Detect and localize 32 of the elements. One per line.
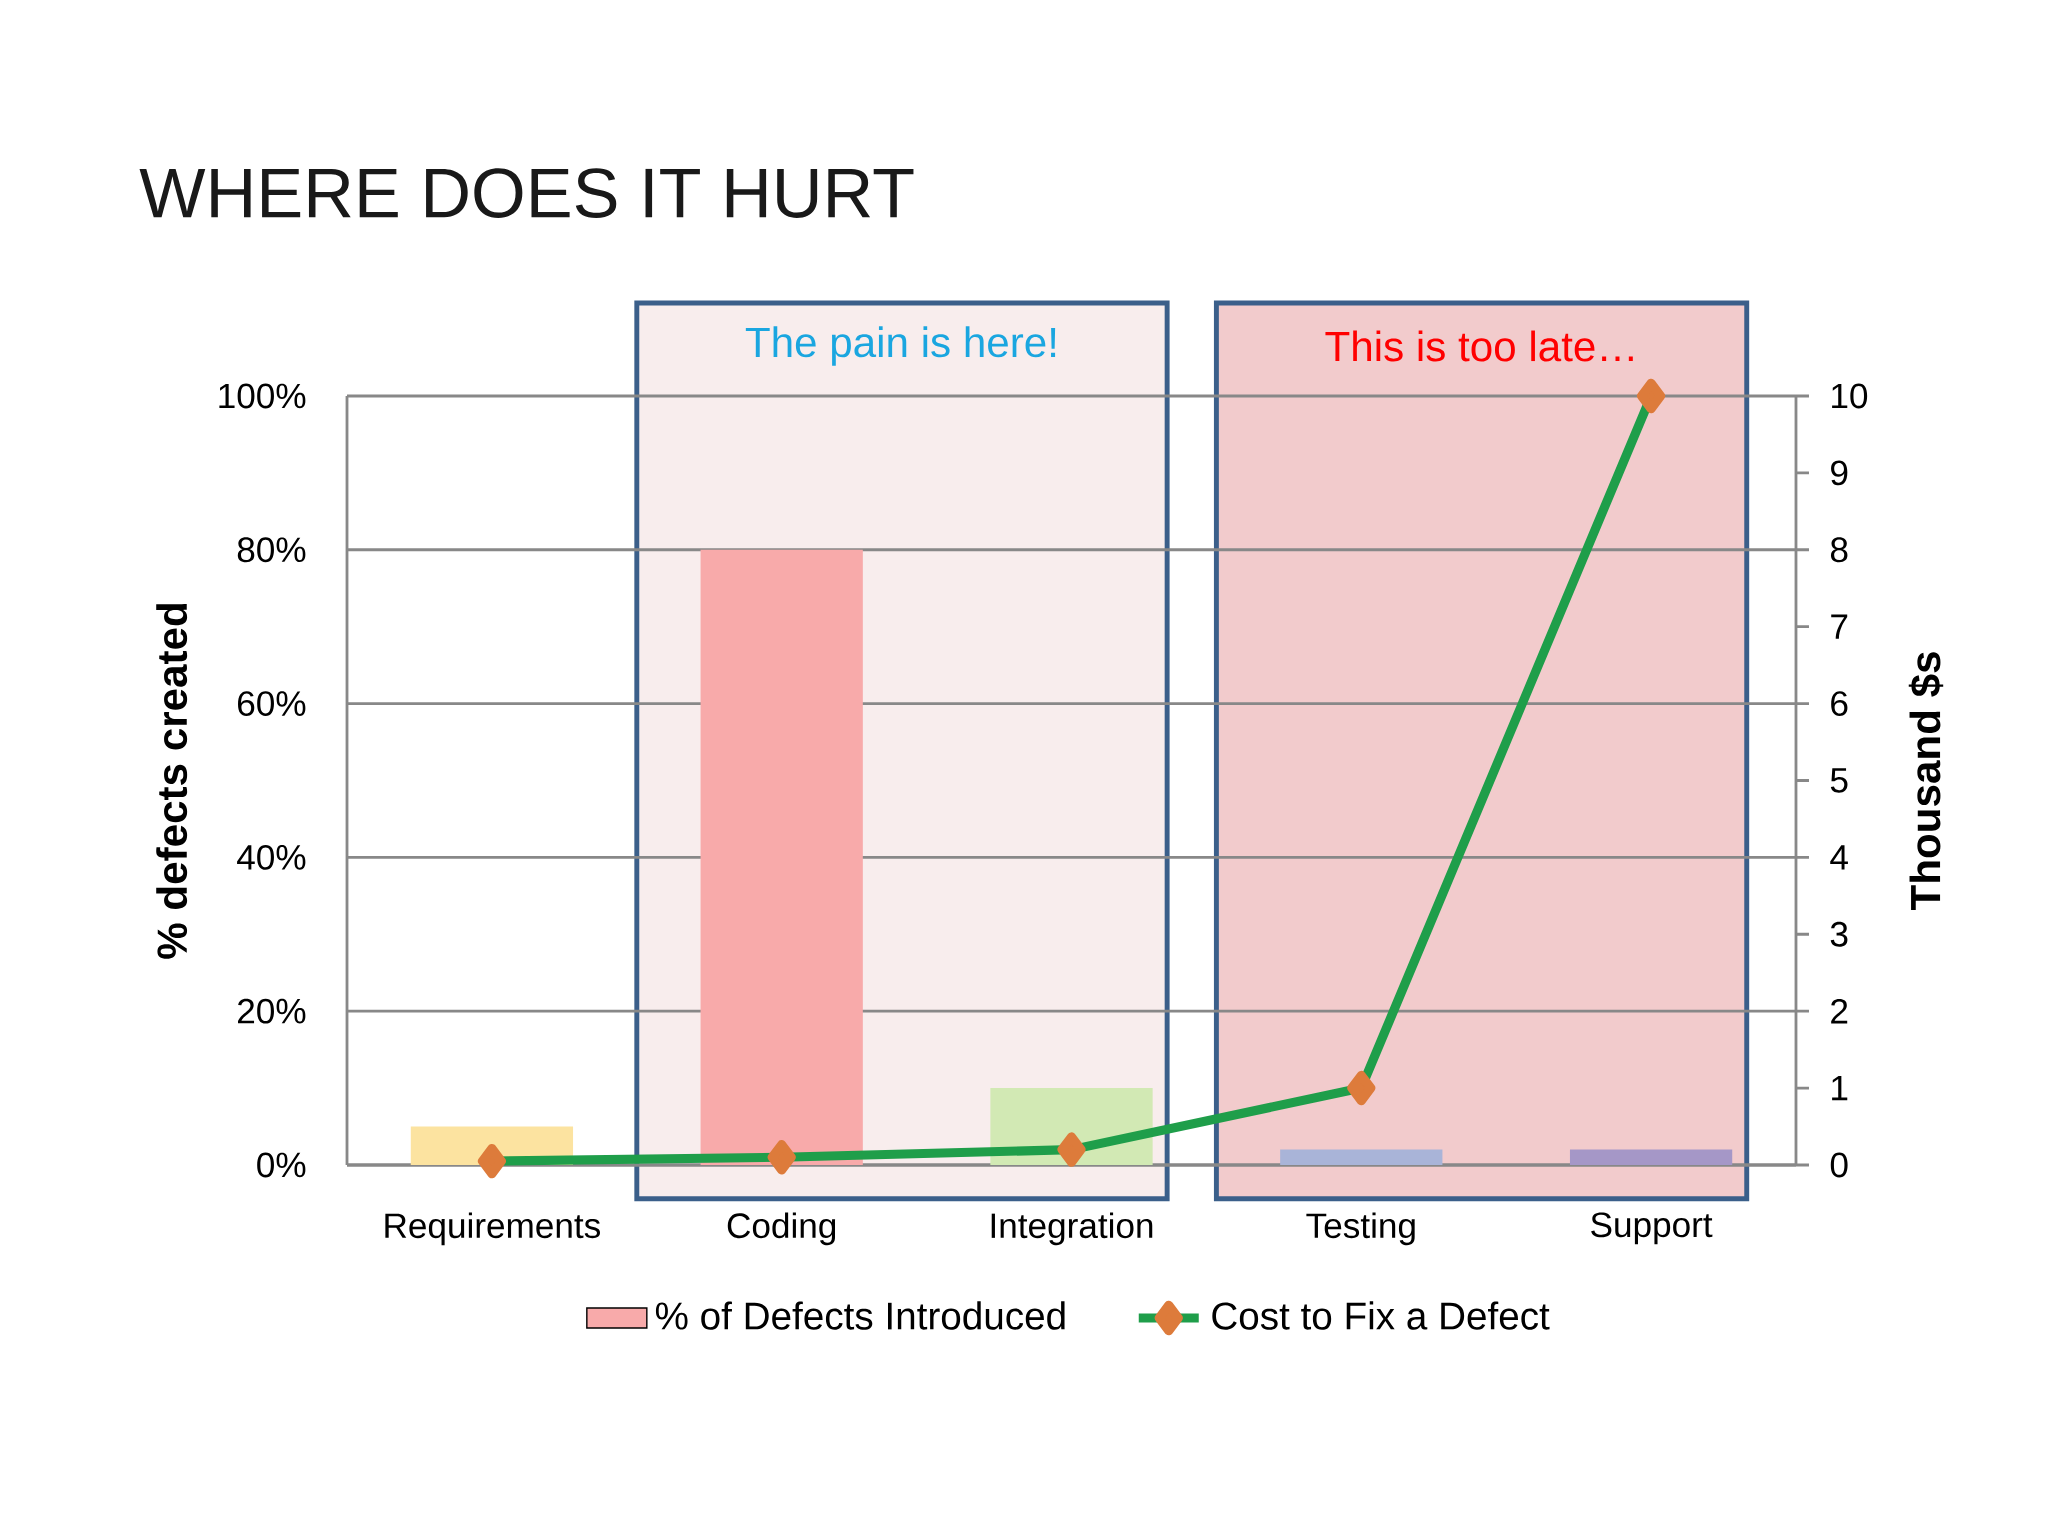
y-tick-label: 80% <box>237 537 306 563</box>
x-tick-label: Testing <box>1306 1212 1415 1246</box>
bar <box>1569 1149 1733 1165</box>
x-tick-label: Coding <box>727 1212 836 1246</box>
y2-axis-title: Thousand $s <box>1908 652 1944 911</box>
y-tick-label: 0% <box>257 1152 306 1178</box>
x-tick-label: Support <box>1591 1212 1713 1245</box>
y2-tick-label: 8 <box>1830 537 1848 563</box>
x-tick-label: Integration <box>991 1212 1153 1246</box>
y2-tick-label: 7 <box>1831 614 1848 639</box>
y-tick-label: 100% <box>219 383 306 409</box>
y-tick-label: 60% <box>238 691 306 717</box>
legend-label: Cost to Fix a Defect <box>1212 1301 1550 1330</box>
y2-tick-label: 4 <box>1830 845 1848 870</box>
y2-tick-label: 10 <box>1832 383 1868 409</box>
y2-tick-label: 6 <box>1831 691 1848 717</box>
bar <box>700 549 863 1165</box>
y-axis-title: % defects created <box>156 604 188 959</box>
band-label: The pain is here! <box>745 326 1056 366</box>
bar <box>1280 1149 1443 1165</box>
y2-tick-label: 3 <box>1830 921 1848 947</box>
legend-label: % of Defects Introduced <box>655 1301 1065 1330</box>
y2-tick-label: 0 <box>1830 1152 1848 1178</box>
y-tick-label: 40% <box>237 844 306 870</box>
y2-tick-label: 9 <box>1831 460 1848 486</box>
y2-tick-label: 2 <box>1831 998 1848 1024</box>
y2-tick-label: 5 <box>1830 768 1848 793</box>
y2-tick-label: 1 <box>1832 1075 1848 1101</box>
chart-title: WHERE DOES IT HURT <box>139 168 914 218</box>
band-label: This is too late… <box>1325 330 1633 362</box>
y-tick-label: 20% <box>238 998 306 1024</box>
x-tick-label: Requirements <box>385 1212 600 1246</box>
